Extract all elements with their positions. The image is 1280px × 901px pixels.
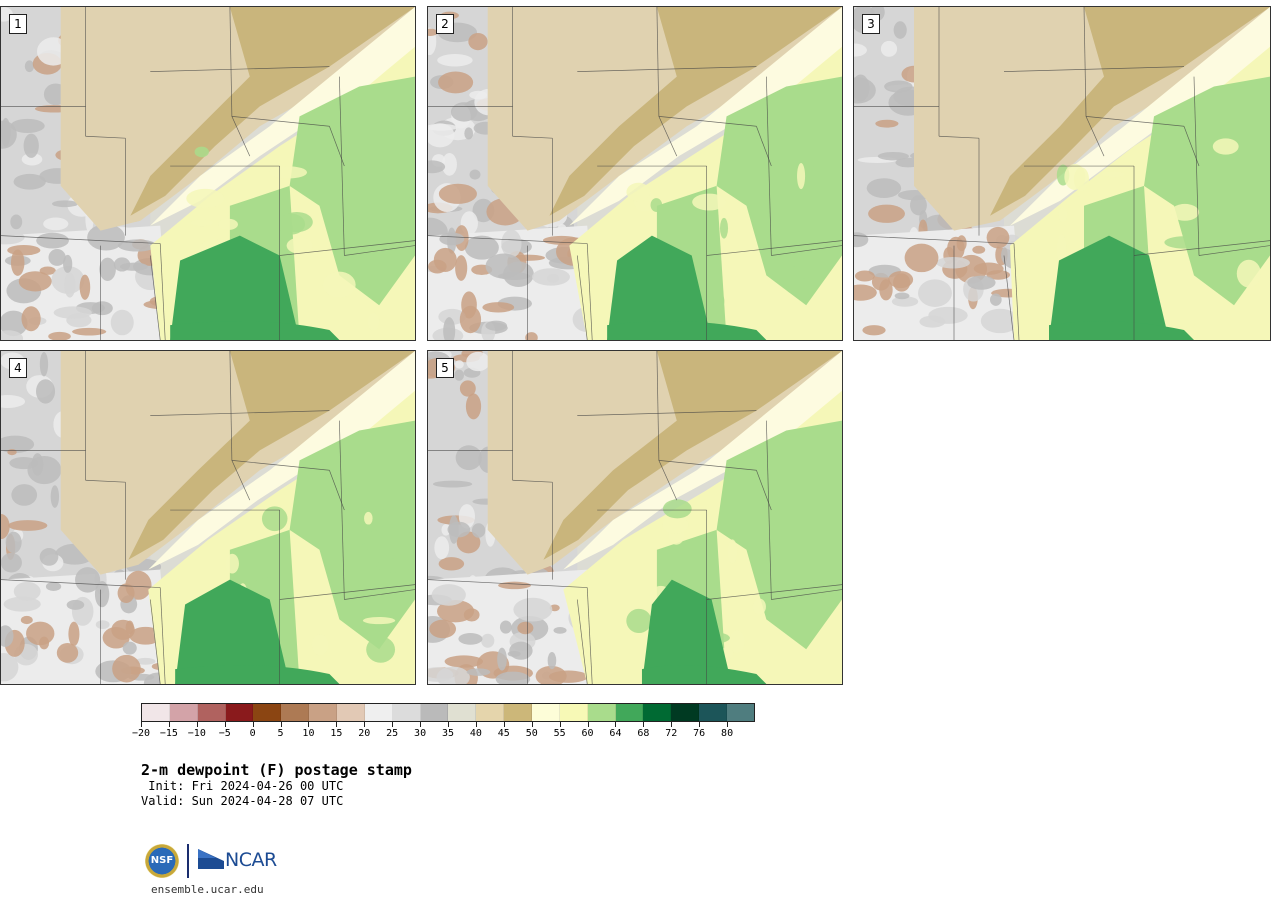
colorbar-segment (671, 704, 700, 721)
panel-number-label: 3 (862, 14, 880, 34)
colorbar-tick-label: 55 (553, 728, 566, 739)
footer-url: ensemble.ucar.edu (151, 883, 264, 896)
colorbar-tick-label: 72 (665, 728, 678, 739)
colorbar-tick (141, 722, 142, 727)
colorbar-tick-label: 20 (358, 728, 371, 739)
colorbar-segment (504, 704, 533, 721)
panel-number-label: 1 (9, 14, 27, 34)
colorbar-tick (448, 722, 449, 727)
colorbar-segment (392, 704, 421, 721)
dewpoint-map-5 (428, 351, 842, 684)
dewpoint-map-3 (854, 7, 1270, 340)
logo-divider (187, 844, 189, 878)
sponsor-logos: NSF NCAR (143, 842, 283, 882)
colorbar-segment (699, 704, 728, 721)
colorbar-tick-label: 25 (386, 728, 399, 739)
colorbar-tick-label: 68 (637, 728, 650, 739)
dewpoint-map-2 (428, 7, 842, 340)
dewpoint-map-4 (1, 351, 415, 684)
colorbar-tick-label: −20 (131, 728, 151, 739)
nsf-logo-icon: NSF (145, 844, 179, 878)
colorbar-tick (559, 722, 561, 727)
colorbar-tick (475, 722, 477, 727)
ncar-logo-icon (198, 849, 224, 869)
ncar-wordmark: NCAR (225, 849, 277, 871)
ensemble-member-panel-1: 1 (0, 6, 416, 341)
colorbar-segment (727, 704, 754, 721)
colorbar-segment (169, 704, 198, 721)
colorbar-tick (392, 722, 394, 727)
colorbar-tick (615, 722, 617, 727)
colorbar-segment (643, 704, 672, 721)
colorbar-tick-label: 35 (441, 728, 455, 739)
colorbar-segment (253, 704, 282, 721)
colorbar-tick (196, 722, 198, 727)
panel-number-label: 5 (436, 358, 454, 378)
colorbar-tick (252, 722, 254, 727)
colorbar-tick (364, 722, 366, 727)
colorbar-segment (281, 704, 310, 721)
colorbar-tick (503, 722, 505, 727)
colorbar-segment (364, 704, 393, 721)
colorbar-segment (559, 704, 588, 721)
colorbar-tick-label: −5 (218, 728, 231, 739)
colorbar-segment (532, 704, 560, 721)
colorbar-tick-label: 60 (581, 728, 594, 739)
colorbar-tick (336, 722, 338, 727)
colorbar-tick (224, 722, 226, 727)
ensemble-member-panel-2: 2 (427, 6, 843, 341)
colorbar-tick-label: 50 (525, 728, 538, 739)
colorbar-tick-label: 10 (302, 728, 315, 739)
chart-title: 2-m dewpoint (F) postage stamp (141, 761, 412, 779)
ensemble-member-panel-4: 4 (0, 350, 416, 685)
colorbar-tick (168, 722, 170, 727)
ensemble-member-panel-5: 5 (427, 350, 843, 685)
colorbar-tick-label: −10 (187, 728, 206, 739)
dewpoint-colorbar (141, 703, 755, 722)
colorbar-tick (643, 722, 645, 727)
init-time: Init: Fri 2024-04-26 00 UTC (141, 779, 344, 793)
colorbar-tick-label: 30 (414, 728, 427, 739)
dewpoint-map-1 (1, 7, 415, 340)
colorbar-segment (476, 704, 505, 721)
panel-number-label: 2 (436, 14, 454, 34)
colorbar-tick (308, 722, 310, 727)
colorbar-tick-label: 80 (721, 728, 734, 739)
colorbar-tick (699, 722, 701, 727)
colorbar-tick (727, 722, 729, 727)
colorbar-tick-label: 15 (330, 728, 343, 739)
colorbar-tick-label: 64 (609, 728, 622, 739)
colorbar-tick (671, 722, 673, 727)
colorbar-tick-label: 5 (277, 728, 284, 739)
colorbar-segment (225, 704, 254, 721)
colorbar-tick (531, 722, 533, 727)
colorbar-segment (337, 704, 365, 721)
colorbar-segment (420, 704, 449, 721)
colorbar-segment (587, 704, 616, 721)
colorbar-tick-label: 0 (249, 728, 256, 739)
valid-time: Valid: Sun 2024-04-28 07 UTC (141, 794, 344, 808)
colorbar-tick-label: 76 (693, 728, 706, 739)
colorbar-tick (280, 722, 282, 727)
ensemble-member-panel-3: 3 (853, 6, 1271, 341)
colorbar-segment (309, 704, 338, 721)
colorbar-tick (587, 722, 589, 727)
colorbar-tick (420, 722, 422, 727)
colorbar-segment (448, 704, 477, 721)
colorbar-segment (142, 704, 170, 721)
colorbar-tick-label: 45 (497, 728, 510, 739)
panel-number-label: 4 (9, 358, 27, 378)
colorbar-tick-label: −15 (159, 728, 178, 739)
colorbar-tick-label: 40 (469, 728, 482, 739)
colorbar-segment (197, 704, 226, 721)
colorbar-segment (615, 704, 644, 721)
